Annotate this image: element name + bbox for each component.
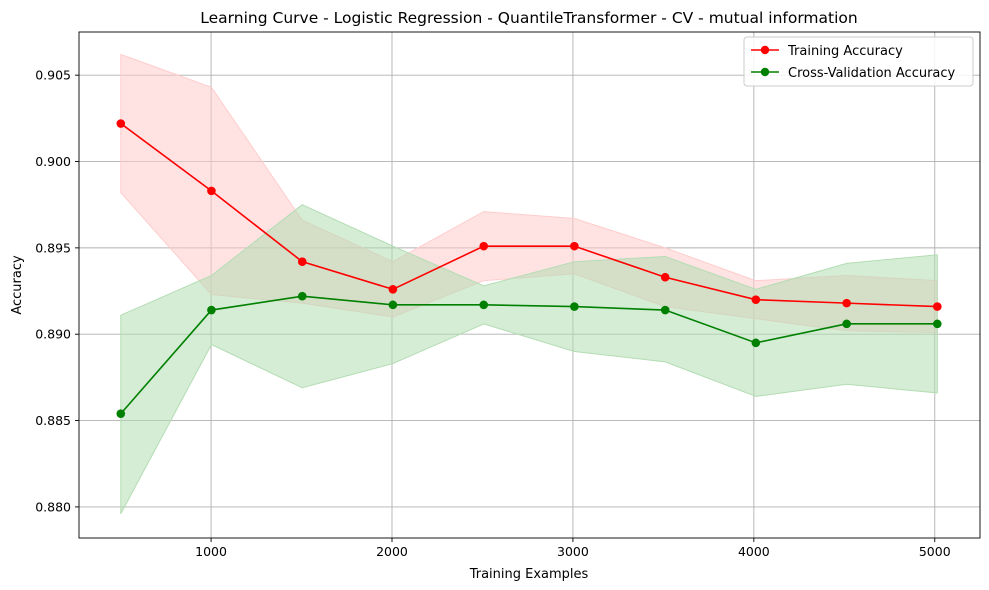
legend-training-marker: [760, 45, 770, 55]
legend: Training Accuracy Cross-Validation Accur…: [743, 36, 974, 87]
y-tick-label: 0.885: [35, 413, 71, 428]
point-series-1: [116, 409, 126, 418]
series-markers: [116, 119, 942, 418]
y-axis-ticks: 0.880 0.885 0.890 0.895 0.900 0.905: [35, 68, 79, 514]
legend-training-label: Training Accuracy: [787, 44, 903, 59]
x-axis-ticks: 1000 2000 3000 4000 5000: [195, 538, 951, 559]
point-series-1: [570, 302, 579, 311]
line-series-1: [120, 295, 938, 415]
point-series-1: [933, 319, 942, 329]
point-series-0: [570, 241, 579, 251]
x-tick-label: 1000: [195, 544, 227, 559]
y-tick-label: 0.900: [35, 154, 71, 169]
point-series-1: [660, 305, 670, 315]
series-lines: [120, 122, 938, 415]
point-series-0: [207, 186, 216, 196]
confidence-bands: [120, 53, 938, 515]
point-series-0: [388, 285, 398, 294]
line-series-0: [120, 122, 938, 308]
y-tick-label: 0.880: [35, 499, 71, 514]
point-series-0: [751, 295, 761, 304]
y-axis-label: Accuracy: [10, 255, 25, 315]
point-series-0: [297, 257, 307, 266]
x-axis-label: Training Examples: [469, 567, 589, 582]
y-tick-label: 0.905: [35, 68, 71, 83]
chart-title: Learning Curve - Logistic Regression - Q…: [200, 9, 857, 27]
point-series-1: [207, 305, 216, 315]
x-tick-label: 4000: [738, 544, 770, 559]
x-tick-label: 5000: [919, 544, 951, 559]
legend-cv-marker: [760, 67, 770, 77]
point-series-1: [842, 319, 851, 329]
band-series-1: [120, 204, 938, 515]
point-series-0: [116, 119, 126, 128]
point-series-1: [297, 291, 307, 301]
point-series-1: [751, 338, 761, 348]
point-series-0: [933, 302, 942, 311]
legend-cv-label: Cross-Validation Accuracy: [788, 66, 956, 81]
point-series-0: [479, 241, 489, 251]
point-series-1: [479, 300, 489, 310]
y-tick-label: 0.895: [35, 240, 71, 255]
x-tick-label: 3000: [557, 544, 589, 559]
y-tick-label: 0.890: [35, 327, 71, 342]
point-series-0: [660, 272, 670, 282]
plot-frame: [78, 31, 981, 539]
point-series-1: [388, 300, 398, 310]
x-tick-label: 2000: [376, 544, 408, 559]
legend-box: [743, 36, 974, 87]
point-series-0: [842, 298, 851, 308]
